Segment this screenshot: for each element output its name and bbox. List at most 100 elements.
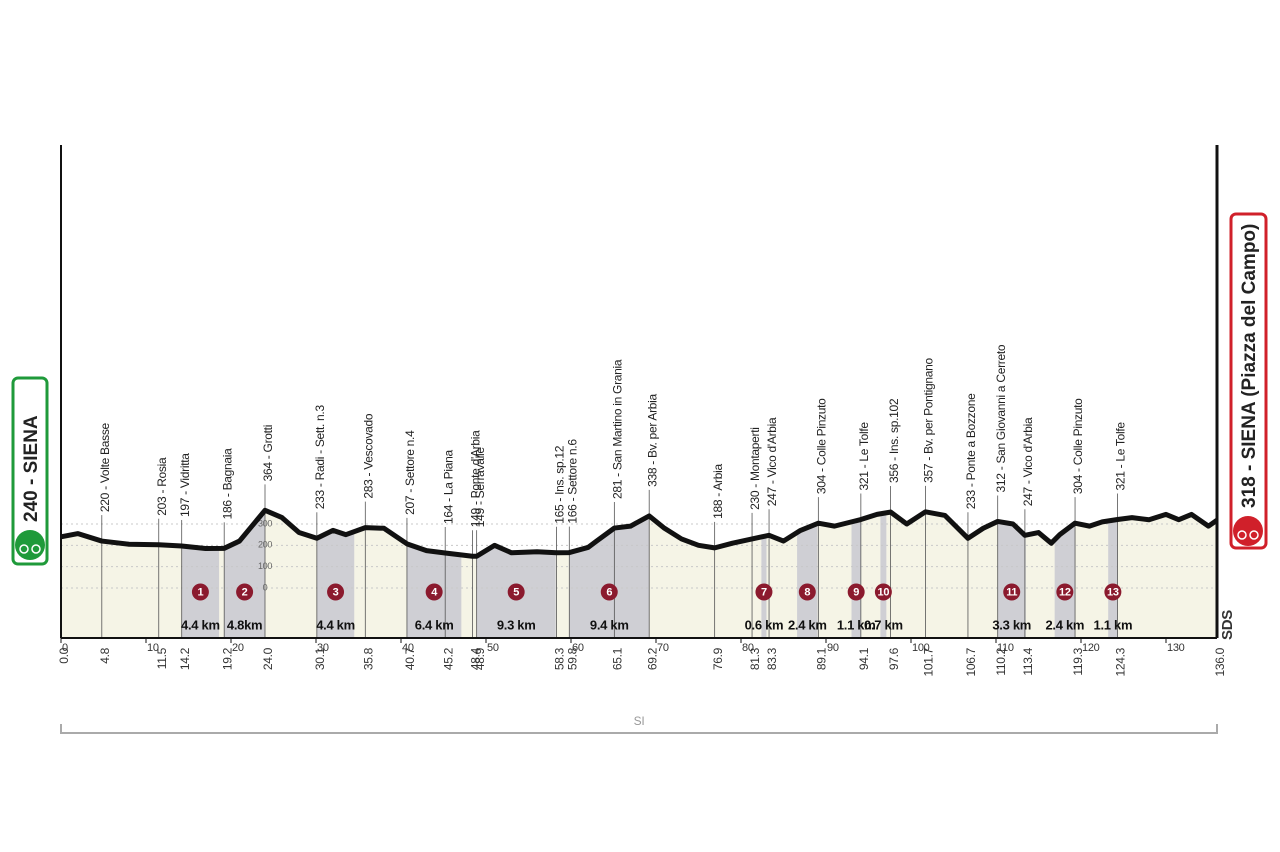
sector-number: 2 xyxy=(242,586,248,598)
sector-length: 4.4 km xyxy=(181,617,220,632)
finish-icon-wheel xyxy=(1237,530,1247,540)
km-label: 35.8 xyxy=(361,647,375,670)
waypoint-label: 233 - Radi - Sett. n.3 xyxy=(313,405,327,510)
km-label: 110.2 xyxy=(994,647,1008,675)
sector-marker xyxy=(1056,583,1074,601)
sector-band xyxy=(1108,510,1118,638)
sector-band xyxy=(569,510,650,638)
finish-icon-wheel xyxy=(1249,530,1259,540)
km-label: 83.3 xyxy=(765,647,779,670)
country-label: SI xyxy=(634,714,645,728)
sector-length: 0.7 km xyxy=(864,617,903,632)
x-tick-label: 120 xyxy=(1082,642,1100,654)
km-label: 45.2 xyxy=(441,647,455,670)
waypoint-label: 197 - Vidritta xyxy=(178,453,192,517)
km-label: 106.7 xyxy=(964,647,978,676)
sector-marker xyxy=(191,583,209,601)
start-badge: 240 - SIENA xyxy=(11,376,49,566)
finish-icon xyxy=(1233,516,1263,546)
x-tick-label: 50 xyxy=(487,642,499,654)
waypoint-label: 357 - Bv. per Pontignano xyxy=(922,358,936,483)
sector-number: 7 xyxy=(761,586,767,598)
sector-marker xyxy=(600,583,618,601)
km-label: 58.3 xyxy=(553,647,567,670)
sector-marker xyxy=(798,583,816,601)
km-label: 81.3 xyxy=(748,647,762,670)
x-tick-label: 130 xyxy=(1167,642,1185,654)
sector-band xyxy=(797,510,818,638)
finish-label: 318 - SIENA (Piazza del Campo) xyxy=(1239,224,1260,508)
country-bracket xyxy=(60,724,1218,734)
sector-length: 1.1 km xyxy=(837,617,876,632)
x-tick-label: 30 xyxy=(317,642,329,654)
sector-band xyxy=(761,510,767,638)
x-tick-label: 80 xyxy=(742,642,754,654)
waypoint-label: 304 - Colle Pinzuto xyxy=(815,398,829,494)
waypoint-label: 321 - Le Tolfe xyxy=(1114,422,1128,491)
km-label: 124.3 xyxy=(1114,647,1128,676)
sector-number: 8 xyxy=(804,586,810,598)
km-label: 119.3 xyxy=(1071,647,1085,675)
profile-line xyxy=(60,507,1219,559)
sector-band xyxy=(181,510,220,638)
waypoint-label: 283 - Vescovado xyxy=(361,413,375,499)
x-tick-label: 110 xyxy=(997,642,1014,654)
km-label: 136.0 xyxy=(1213,647,1227,676)
sector-marker xyxy=(236,583,254,601)
waypoint-label: 247 - Vico d'Arbia xyxy=(1021,417,1035,506)
sector-length: 9.4 km xyxy=(590,617,629,632)
sector-marker xyxy=(755,583,773,601)
sector-length: 0.6 km xyxy=(745,617,784,632)
y-tick-label: 100 xyxy=(258,561,272,571)
logo: SDS xyxy=(1219,610,1236,640)
x-tick-label: 100 xyxy=(912,642,930,654)
km-label: 24.0 xyxy=(261,647,275,670)
finish-badge-frame xyxy=(1229,212,1268,550)
waypoint-label: 164 - La Piana xyxy=(441,450,455,524)
waypoint-label: 230 - Montaperti xyxy=(748,427,762,510)
waypoint-label: 165 - Ins. sp.12 xyxy=(553,445,567,524)
sector-number: 13 xyxy=(1107,586,1119,598)
waypoint-label: 203 - Rosia xyxy=(155,457,169,516)
y-tick-label: 0 xyxy=(263,582,268,592)
sector-number: 11 xyxy=(1006,586,1017,598)
y-tick-label: 200 xyxy=(258,540,272,550)
start-icon-wheel xyxy=(19,544,29,554)
sector-band xyxy=(880,510,887,638)
waypoint-label: 321 - Le Tolfe xyxy=(857,422,871,491)
km-label: 30.1 xyxy=(313,647,327,670)
sector-number: 3 xyxy=(333,586,339,598)
sector-band xyxy=(1054,510,1076,638)
y-tick-label: 300 xyxy=(258,518,272,528)
finish-badge: 318 - SIENA (Piazza del Campo) xyxy=(1229,212,1268,550)
km-label: 89.1 xyxy=(815,647,829,670)
sector-length: 6.4 km xyxy=(415,617,454,632)
sector-length: 3.3 km xyxy=(992,617,1031,632)
x-tick-label: 70 xyxy=(657,642,669,654)
waypoint-label: 188 - Arbia xyxy=(711,464,725,519)
sector-marker xyxy=(425,583,443,601)
waypoint-label: 220 - Volte Basse xyxy=(98,422,112,512)
waypoint-label: 338 - Bv. per Arbia xyxy=(645,393,659,486)
waypoint-label: 281 - San Martino in Grania xyxy=(611,359,625,499)
sector-band xyxy=(851,510,861,638)
waypoint-label: 364 - Grotti xyxy=(261,425,275,481)
waypoint-label: 149 - Ponte d'Arbia xyxy=(469,430,483,527)
waypoint-label: 186 - Bagnaia xyxy=(220,448,234,519)
sector-marker xyxy=(327,583,345,601)
waypoint-label: 166 - Settore n.6 xyxy=(565,439,579,524)
x-tick-label: 60 xyxy=(572,642,584,654)
sector-length: 1.1 km xyxy=(1094,617,1133,632)
sector-number: 10 xyxy=(878,586,890,598)
start-badge-frame xyxy=(11,376,49,566)
km-label: 11.5 xyxy=(155,647,169,669)
start-icon-wheel xyxy=(31,544,41,554)
x-tick-label: 90 xyxy=(827,642,839,654)
waypoint-label: 233 - Ponte a Bozzone xyxy=(964,393,978,509)
waypoint-label: 312 - San Giovanni a Cerreto xyxy=(994,344,1008,492)
sector-length: 2.4 km xyxy=(1046,617,1085,632)
sector-number: 5 xyxy=(513,586,519,598)
km-label: 59.8 xyxy=(565,647,579,670)
waypoint-label: 149 - Serravalle xyxy=(473,447,487,528)
km-label: 19.2 xyxy=(220,647,234,670)
